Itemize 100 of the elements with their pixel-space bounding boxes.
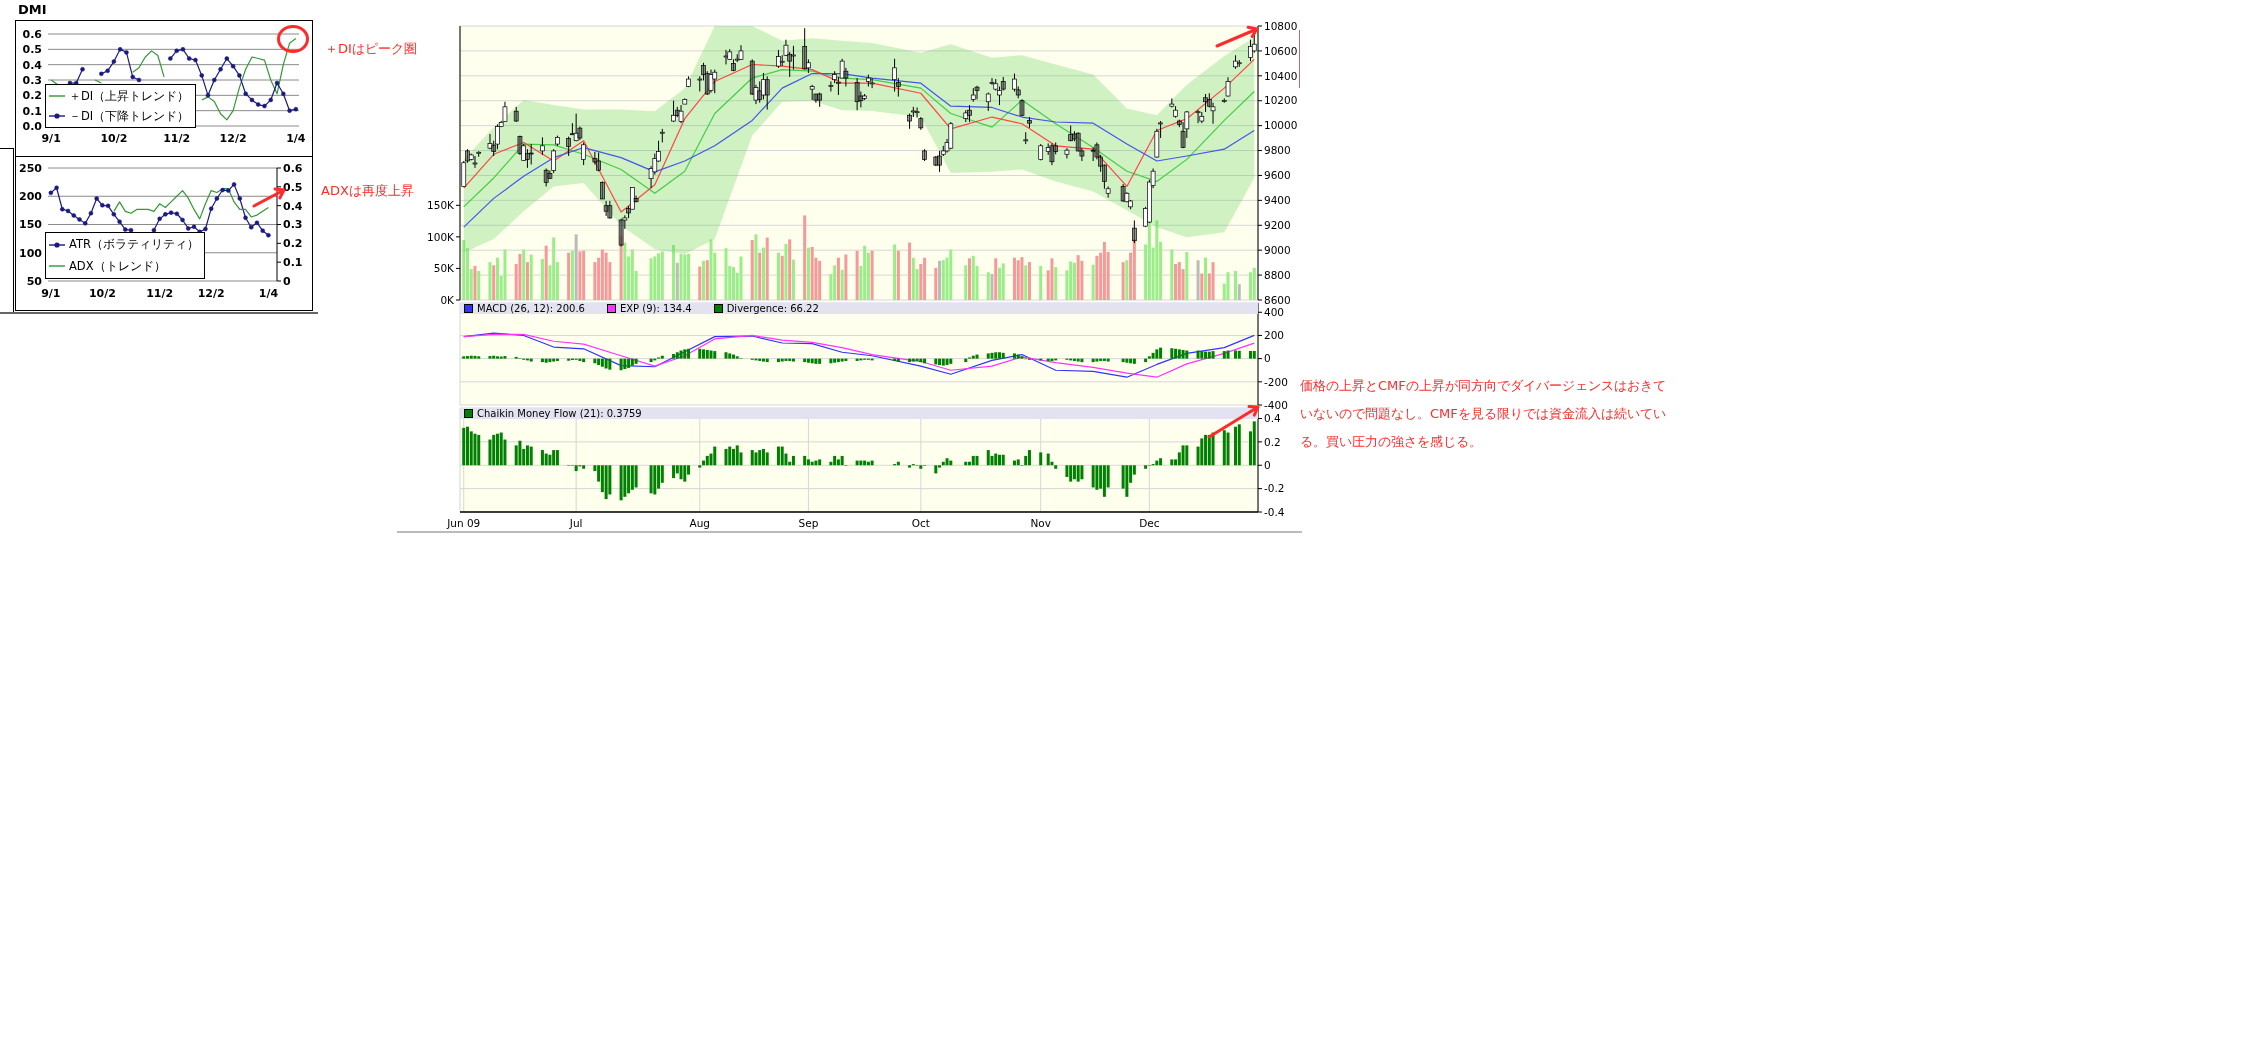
bar: [544, 453, 548, 466]
candlestick: [701, 62, 706, 81]
bar: [679, 350, 683, 359]
bar: [724, 352, 728, 359]
bar: [1170, 249, 1174, 300]
bar: [627, 358, 631, 368]
bar: [672, 245, 676, 300]
bar: [473, 433, 477, 466]
bar: [1121, 262, 1125, 300]
y2-tick-label: 50K: [433, 262, 456, 275]
y-tick-label: 0.2: [22, 89, 42, 103]
candlestick: [1206, 92, 1212, 108]
bar: [750, 450, 754, 466]
bar: [844, 254, 848, 300]
bar: [1177, 349, 1181, 359]
bar: [608, 465, 612, 495]
y-tick-label: 0: [1264, 352, 1271, 365]
candlestick: [854, 77, 860, 111]
y-tick-label: 9600: [1264, 169, 1291, 182]
bar: [803, 455, 807, 466]
bar: [649, 358, 653, 363]
bar: [806, 358, 810, 363]
bar: [1204, 351, 1208, 359]
y-tick-label: 0.1: [22, 104, 42, 118]
bar: [1125, 465, 1129, 497]
y-tick-label: -0.4: [1264, 505, 1285, 518]
bar: [791, 259, 795, 300]
bar: [994, 453, 998, 466]
bar: [810, 246, 814, 300]
candlestick: [1176, 119, 1182, 128]
bar: [619, 465, 623, 501]
y-tick-label: 0.5: [22, 43, 42, 57]
x-tick-label: Jun 09: [446, 517, 481, 530]
bar: [518, 253, 522, 300]
y-tick-label: 50: [26, 274, 43, 288]
y-tick-label: 150: [19, 218, 43, 232]
candlestick: [525, 148, 530, 169]
bar: [619, 358, 623, 371]
bar: [492, 355, 496, 359]
x-tick-label: 12/2: [219, 131, 247, 145]
candlestick: [1248, 39, 1253, 62]
candlestick: [892, 58, 897, 93]
bar: [818, 260, 822, 300]
line-series: [113, 188, 270, 220]
bar: [934, 465, 938, 474]
bar: [1252, 421, 1256, 466]
bar: [1185, 252, 1189, 300]
bar: [919, 465, 923, 469]
bar: [836, 459, 840, 466]
bar: [938, 358, 942, 366]
y2-tick-label: 0.1: [283, 256, 303, 270]
bar: [997, 454, 1001, 466]
bar: [1012, 257, 1016, 300]
bar: [1080, 358, 1084, 363]
bar: [593, 262, 597, 300]
bar: [600, 249, 604, 300]
bar: [908, 358, 912, 363]
bar: [840, 269, 844, 300]
bar: [1080, 465, 1084, 480]
x-tick-label: Oct: [911, 517, 930, 530]
bar: [679, 465, 683, 480]
candlestick: [577, 126, 583, 141]
bar: [473, 355, 477, 359]
legend-label: MACD (26, 12): 200.6: [477, 303, 585, 314]
candlestick: [596, 152, 601, 172]
bar: [462, 240, 466, 300]
bar: [1249, 350, 1253, 359]
bar: [653, 465, 657, 495]
bar: [623, 242, 627, 300]
bar: [1170, 459, 1174, 466]
bar: [731, 448, 735, 466]
bar: [1234, 270, 1238, 300]
bar: [1020, 356, 1024, 359]
text: ADXは再度上昇: [321, 183, 414, 198]
y-tick-label: 9200: [1264, 219, 1291, 231]
bar: [1072, 262, 1076, 300]
bar: [713, 446, 717, 466]
bar: [994, 352, 998, 359]
y2-tick-label: 0.4: [283, 199, 303, 213]
bar: [986, 272, 990, 300]
bar: [630, 249, 634, 300]
candlestick: [1079, 147, 1085, 162]
bar: [833, 358, 837, 363]
candlestick: [1072, 130, 1077, 142]
x-tick-label: 1/4: [258, 286, 279, 300]
bar: [911, 358, 915, 362]
y-tick-label: 10000: [1264, 119, 1298, 132]
candlestick: [922, 148, 927, 162]
bar: [765, 452, 769, 466]
bar: [997, 352, 1001, 359]
bar: [765, 237, 769, 300]
y-tick-label: 0.0: [22, 119, 43, 133]
bar: [818, 459, 822, 466]
candlestick: [566, 136, 571, 157]
bar: [578, 251, 582, 300]
bar: [462, 427, 466, 466]
bar: [540, 258, 544, 300]
bar: [1226, 272, 1230, 300]
bar: [600, 358, 604, 367]
bar: [1091, 465, 1095, 488]
